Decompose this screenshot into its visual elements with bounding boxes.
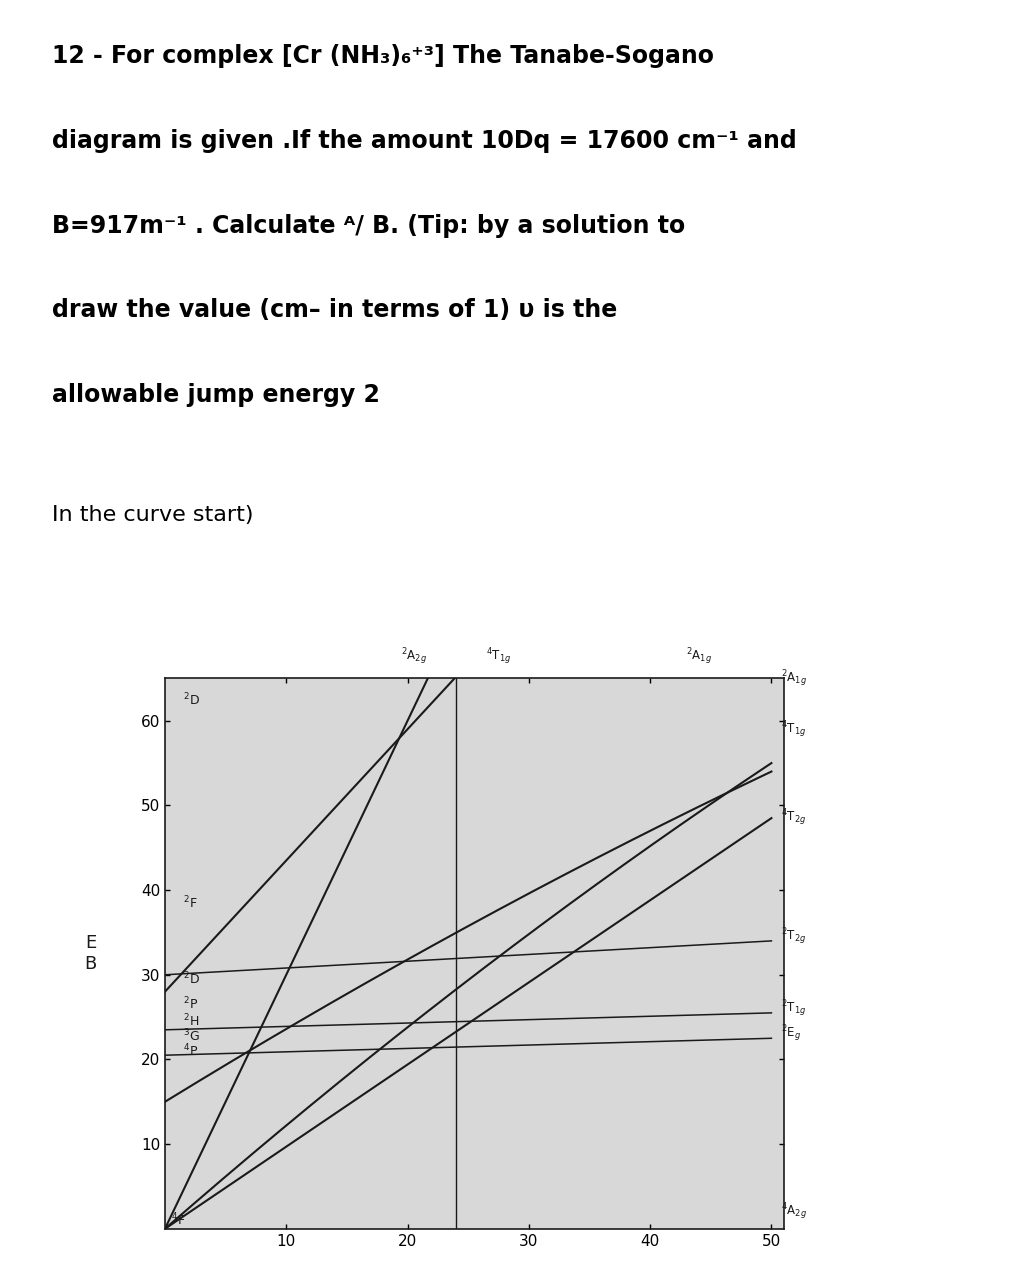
- Text: $^4$T$_{1g}$: $^4$T$_{1g}$: [486, 646, 511, 667]
- Text: $^2$T$_{1g}$: $^2$T$_{1g}$: [781, 998, 806, 1019]
- Text: $^2$A$_{1g}$: $^2$A$_{1g}$: [686, 646, 711, 667]
- Text: $^4$A$_{2g}$: $^4$A$_{2g}$: [781, 1202, 807, 1222]
- Text: $^4$T$_{1g}$: $^4$T$_{1g}$: [781, 719, 806, 740]
- Text: $^3$G: $^3$G: [184, 1028, 200, 1044]
- Text: In the curve start): In the curve start): [52, 506, 253, 525]
- Text: $^2$D: $^2$D: [184, 691, 200, 708]
- Text: $^2$A$_{1g}$: $^2$A$_{1g}$: [781, 668, 807, 689]
- Text: 12 - For complex [Cr (NH₃)₆⁺³] The Tanabe-Sogano: 12 - For complex [Cr (NH₃)₆⁺³] The Tanab…: [52, 45, 713, 68]
- Text: E
B: E B: [85, 934, 97, 973]
- Text: $^2$T$_{2g}$: $^2$T$_{2g}$: [781, 927, 806, 947]
- Text: B=917m⁻¹ . Calculate ᴬ/ B. (Tip: by a solution to: B=917m⁻¹ . Calculate ᴬ/ B. (Tip: by a so…: [52, 214, 685, 238]
- Text: $^2$F: $^2$F: [184, 895, 198, 911]
- Text: draw the value (cm– in terms of 1) υ is the: draw the value (cm– in terms of 1) υ is …: [52, 298, 617, 323]
- Text: $^2$H: $^2$H: [184, 1012, 199, 1029]
- Text: $^2$D: $^2$D: [184, 970, 200, 987]
- Text: $^2$A$_{2g}$: $^2$A$_{2g}$: [401, 646, 427, 667]
- Text: $^2$E$_g$: $^2$E$_g$: [781, 1024, 801, 1044]
- Text: $^2$P: $^2$P: [184, 996, 198, 1012]
- Text: $^4$T$_{2g}$: $^4$T$_{2g}$: [781, 808, 806, 828]
- Text: $^4$F: $^4$F: [171, 1212, 186, 1229]
- Text: diagram is given .If the amount 10Dq = 17600 cm⁻¹ and: diagram is given .If the amount 10Dq = 1…: [52, 129, 796, 154]
- Text: $^4$P: $^4$P: [184, 1043, 198, 1060]
- Text: allowable jump energy 2: allowable jump energy 2: [52, 383, 379, 407]
